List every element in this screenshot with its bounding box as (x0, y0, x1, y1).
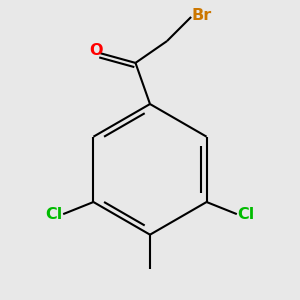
Text: Br: Br (192, 8, 212, 23)
Text: O: O (89, 43, 102, 58)
Text: Cl: Cl (237, 207, 255, 222)
Text: Cl: Cl (45, 207, 63, 222)
